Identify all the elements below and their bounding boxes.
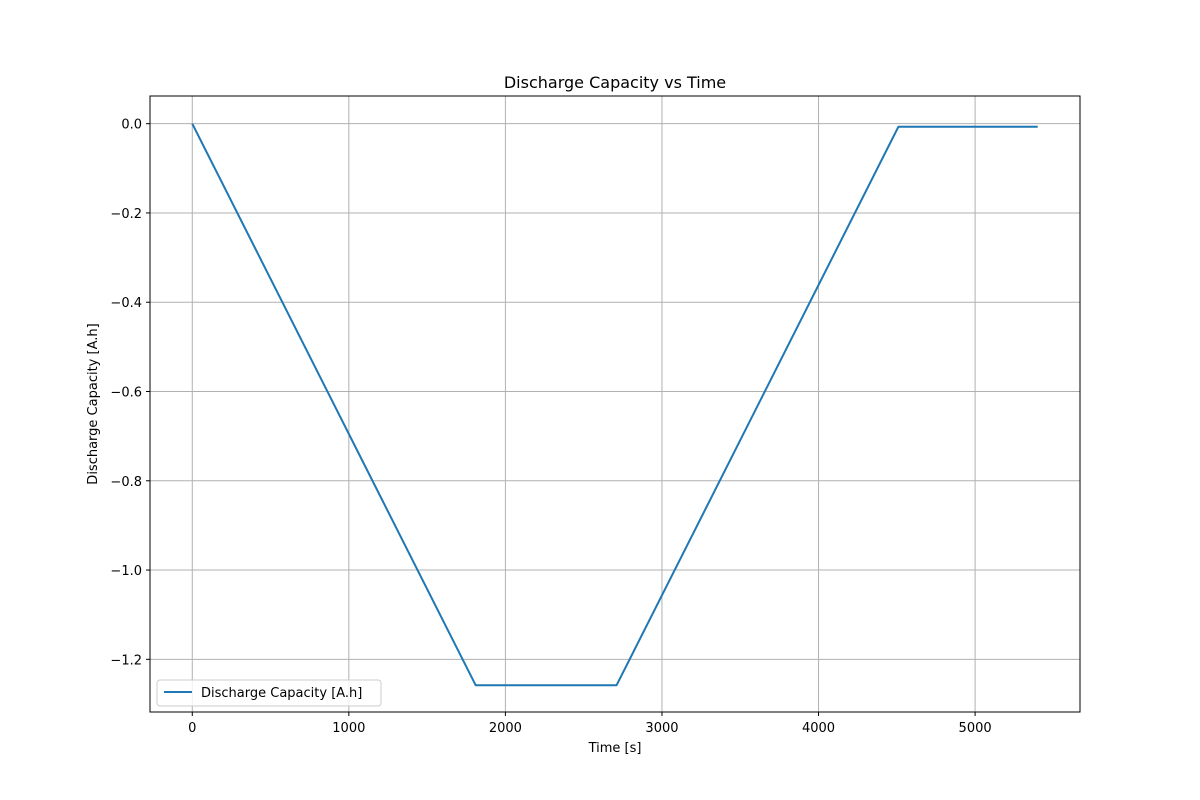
plot-frame xyxy=(149,95,1081,713)
y-tick-label: −0.4 xyxy=(110,296,142,311)
grid-lines xyxy=(150,96,1080,712)
x-tick-label: 0 xyxy=(188,721,196,736)
y-axis-ticks: 0.0 −0.2 −0.4 −0.6 −0.8 −1.0 −1.2 xyxy=(110,118,150,668)
y-tick-label: −0.8 xyxy=(110,475,142,490)
y-axis-label: Discharge Capacity [A.h] xyxy=(86,323,101,484)
x-tick-label: 5000 xyxy=(959,721,992,736)
series-line xyxy=(191,123,1038,687)
x-tick-label: 4000 xyxy=(802,721,835,736)
y-tick-label: −1.2 xyxy=(110,653,142,668)
legend-box xyxy=(156,679,382,707)
x-axis-ticks: 0 1000 2000 3000 4000 5000 xyxy=(188,712,992,736)
series-layer xyxy=(191,123,1038,687)
x-axis-label: Time [s] xyxy=(588,741,642,756)
y-tick-label: −1.0 xyxy=(110,564,142,579)
legend: Discharge Capacity [A.h] xyxy=(156,679,382,707)
x-tick-label: 3000 xyxy=(645,721,678,736)
x-tick-label: 1000 xyxy=(332,721,365,736)
chart-title: Discharge Capacity vs Time xyxy=(504,73,726,92)
y-tick-label: 0.0 xyxy=(121,118,142,133)
x-tick-label: 2000 xyxy=(489,721,522,736)
y-tick-label: −0.6 xyxy=(110,386,142,401)
y-tick-label: −0.2 xyxy=(110,207,142,222)
legend-label: Discharge Capacity [A.h] xyxy=(201,686,362,701)
